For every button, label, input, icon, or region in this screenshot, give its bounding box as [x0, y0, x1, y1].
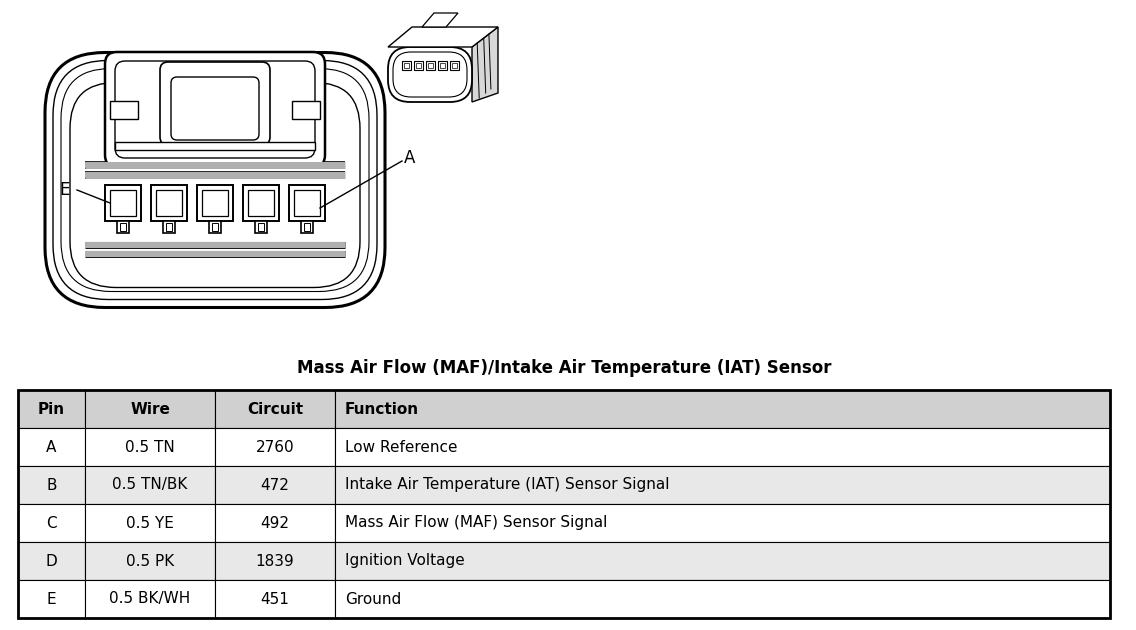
Polygon shape	[421, 13, 458, 27]
Bar	[440, 63, 444, 68]
Bar	[117, 221, 130, 233]
Bar	[335, 390, 1110, 428]
Bar	[451, 63, 457, 68]
FancyBboxPatch shape	[160, 62, 270, 145]
Text: 2760: 2760	[256, 440, 294, 454]
Bar	[292, 101, 320, 118]
Bar	[110, 101, 137, 118]
Bar	[416, 63, 420, 68]
Text: Ground: Ground	[345, 592, 401, 607]
Bar	[289, 185, 325, 221]
FancyBboxPatch shape	[61, 69, 369, 292]
Bar	[85, 466, 215, 504]
Bar	[156, 190, 182, 216]
Bar	[18, 428, 85, 466]
Bar	[85, 580, 215, 618]
Text: Function: Function	[345, 401, 419, 416]
Bar	[105, 185, 141, 221]
Text: 1839: 1839	[256, 554, 294, 568]
Text: Mass Air Flow (MAF)/Intake Air Temperature (IAT) Sensor: Mass Air Flow (MAF)/Intake Air Temperatu…	[296, 359, 832, 377]
Text: 0.5 BK/WH: 0.5 BK/WH	[109, 592, 191, 607]
Text: Intake Air Temperature (IAT) Sensor Signal: Intake Air Temperature (IAT) Sensor Sign…	[345, 478, 669, 493]
Text: B: B	[47, 478, 57, 493]
Bar	[151, 185, 187, 221]
Bar	[166, 223, 172, 231]
Bar	[401, 61, 410, 70]
Bar	[120, 223, 126, 231]
Polygon shape	[471, 27, 498, 102]
Bar	[215, 390, 335, 428]
Bar	[215, 580, 335, 618]
Text: 0.5 PK: 0.5 PK	[126, 554, 174, 568]
Bar	[215, 428, 335, 466]
Polygon shape	[389, 27, 498, 47]
Bar	[18, 390, 85, 428]
Text: Low Reference: Low Reference	[345, 440, 458, 454]
FancyBboxPatch shape	[389, 47, 471, 102]
Text: Mass Air Flow (MAF) Sensor Signal: Mass Air Flow (MAF) Sensor Signal	[345, 515, 608, 530]
Bar	[212, 223, 218, 231]
Bar	[18, 542, 85, 580]
Bar	[304, 223, 310, 231]
Text: 492: 492	[260, 515, 290, 530]
Bar	[202, 190, 228, 216]
Text: Wire: Wire	[130, 401, 170, 416]
Text: A: A	[404, 149, 416, 167]
FancyBboxPatch shape	[45, 52, 385, 307]
Text: A: A	[47, 440, 57, 454]
Text: 0.5 TN/BK: 0.5 TN/BK	[112, 478, 187, 493]
Text: D: D	[45, 554, 58, 568]
Bar	[18, 504, 85, 542]
Bar	[215, 504, 335, 542]
Bar	[110, 190, 136, 216]
Text: C: C	[47, 515, 57, 530]
Text: Ignition Voltage: Ignition Voltage	[345, 554, 465, 568]
Bar	[335, 542, 1110, 580]
Bar	[209, 221, 222, 233]
Bar	[243, 185, 279, 221]
Bar	[335, 428, 1110, 466]
FancyBboxPatch shape	[53, 60, 377, 299]
Bar	[427, 63, 433, 68]
Bar	[248, 190, 274, 216]
Bar	[197, 185, 233, 221]
Text: E: E	[60, 181, 70, 199]
Text: Pin: Pin	[37, 401, 65, 416]
Bar	[301, 221, 314, 233]
FancyBboxPatch shape	[105, 52, 325, 167]
Bar	[437, 61, 446, 70]
Bar	[414, 61, 423, 70]
Bar	[162, 221, 175, 233]
Bar	[403, 63, 409, 68]
Bar	[85, 504, 215, 542]
Bar	[258, 223, 264, 231]
Bar	[18, 580, 85, 618]
Text: 0.5 TN: 0.5 TN	[125, 440, 175, 454]
Bar	[426, 61, 434, 70]
FancyBboxPatch shape	[115, 61, 315, 158]
Bar	[335, 580, 1110, 618]
Bar	[254, 221, 267, 233]
Text: 451: 451	[260, 592, 290, 607]
Text: E: E	[47, 592, 57, 607]
Bar	[18, 390, 1110, 618]
Bar	[294, 190, 320, 216]
Bar	[85, 390, 215, 428]
FancyBboxPatch shape	[172, 77, 259, 140]
Text: 472: 472	[260, 478, 290, 493]
Text: Circuit: Circuit	[247, 401, 303, 416]
Bar	[450, 61, 459, 70]
Bar	[215, 466, 335, 504]
Bar	[85, 542, 215, 580]
Bar	[335, 466, 1110, 504]
Bar	[335, 504, 1110, 542]
FancyBboxPatch shape	[70, 83, 360, 287]
Text: 0.5 YE: 0.5 YE	[126, 515, 174, 530]
Bar	[115, 142, 315, 150]
Bar	[85, 428, 215, 466]
Bar	[18, 466, 85, 504]
Bar	[215, 542, 335, 580]
FancyBboxPatch shape	[393, 52, 467, 97]
